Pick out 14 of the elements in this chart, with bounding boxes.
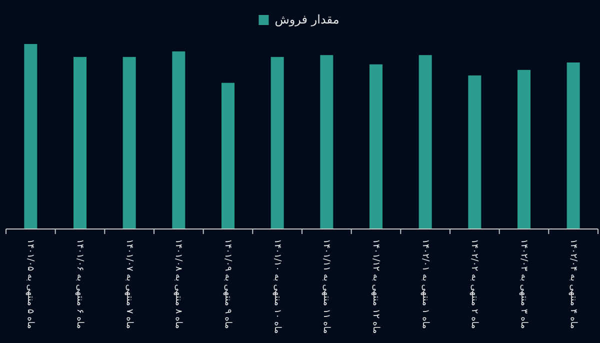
x-tick-label: ماه ۳ منتهی به ۱۴۰۲/۰۳ <box>518 239 529 330</box>
x-tick-label: ماه ۱ منتهی به ۱۴۰۲/۰۱ <box>420 239 430 330</box>
x-tick-label: ماه ۲ منتهی به ۱۴۰۲/۰۲ <box>469 239 480 330</box>
x-tick-label: ماه ۵ منتهی به ۱۴۰۱/۰۵ <box>25 239 36 330</box>
legend: مقدار فروش <box>258 12 340 26</box>
legend-label: مقدار فروش <box>274 12 340 26</box>
x-tick-label: ماه ۶ منتهی به ۱۴۰۱/۰۶ <box>74 239 85 330</box>
x-tick-label: ماه ۹ منتهی به ۱۴۰۱/۰۹ <box>222 239 233 330</box>
x-tick-label: ماه ۱۰ منتهی به ۱۴۰۱/۱۰ <box>272 239 282 334</box>
x-tick-label: ماه ۷ منتهی به ۱۴۰۱/۰۷ <box>124 239 134 330</box>
x-tick-label: ماه ۴ منتهی به ۱۴۰۲/۰۴ <box>568 239 578 330</box>
x-tick-label: ماه ۱۲ منتهی به ۱۴۰۱/۱۲ <box>370 239 381 334</box>
x-tick-label: ماه ۱۱ منتهی به ۱۴۰۱/۱۱ <box>321 239 332 334</box>
x-tick-label: ماه ۸ منتهی به ۱۴۰۱/۰۸ <box>173 239 184 330</box>
